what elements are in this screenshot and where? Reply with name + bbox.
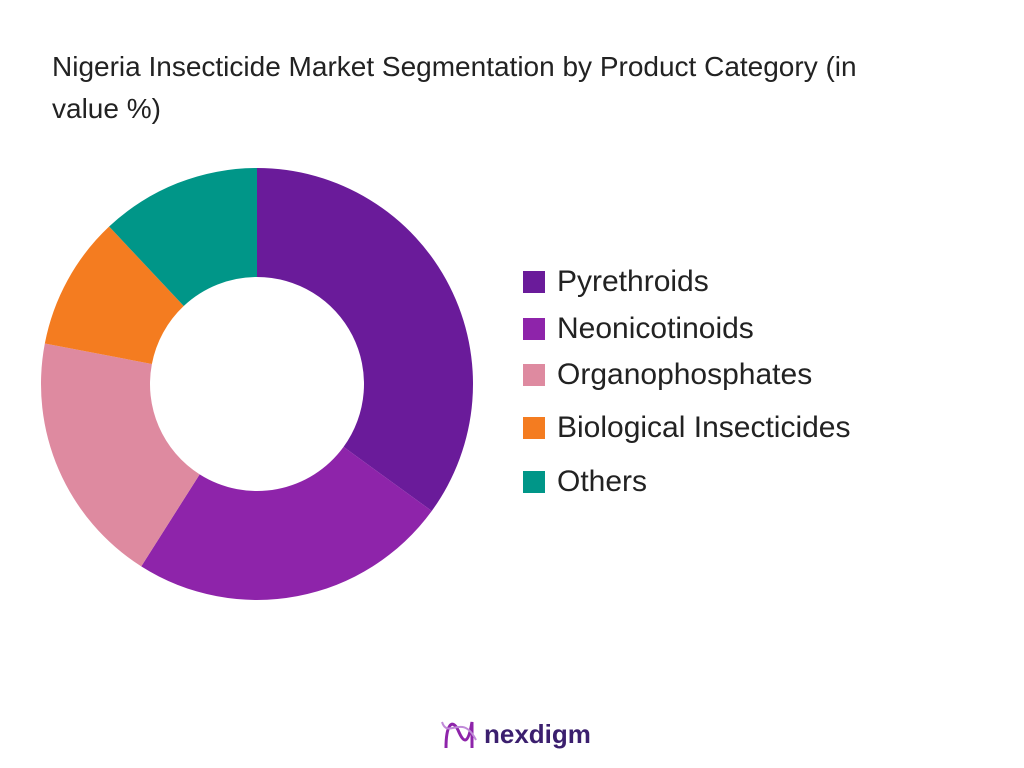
brand-logo xyxy=(441,721,477,749)
brand-name: nexdigm xyxy=(484,719,591,749)
legend-label: Organophosphates xyxy=(557,358,812,391)
chart-title: Nigeria Insecticide Market Segmentation … xyxy=(52,51,857,124)
donut-slice xyxy=(109,168,258,307)
legend-swatch xyxy=(523,271,545,293)
donut-slice xyxy=(141,446,432,600)
legend-swatch xyxy=(523,471,545,493)
legend-label: Biological Insecticides xyxy=(557,411,850,444)
logo-icon xyxy=(441,721,477,741)
donut-slice xyxy=(41,343,200,567)
legend-label: Others xyxy=(557,465,647,498)
legend-swatch xyxy=(523,318,545,340)
donut-slice xyxy=(257,168,473,511)
legend-swatch xyxy=(523,364,545,386)
legend-label: Neonicotinoids xyxy=(557,312,754,345)
legend-label: Pyrethroids xyxy=(557,265,709,298)
legend-swatch xyxy=(523,417,545,439)
donut-slice xyxy=(44,226,184,364)
